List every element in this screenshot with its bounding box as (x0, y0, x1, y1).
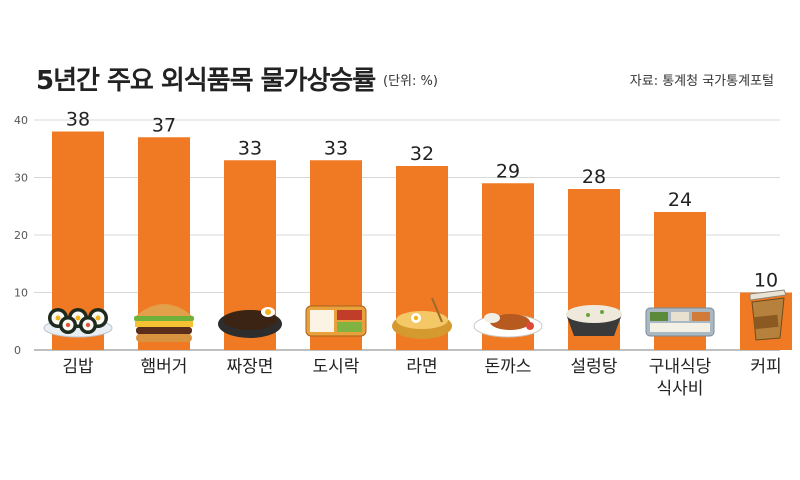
y-tick-label: 0 (14, 344, 21, 357)
hamburger-icon (134, 304, 194, 342)
category-label: 라면 (406, 357, 437, 377)
y-tick-label: 10 (14, 287, 28, 300)
value-label: 24 (668, 189, 692, 211)
category-label: 햄버거 (141, 357, 188, 377)
category-label: 구내식당 (649, 357, 712, 377)
value-label: 28 (582, 166, 606, 188)
cafeteria-tray-icon (645, 307, 715, 337)
value-label: 38 (66, 109, 90, 131)
y-tick-label: 20 (14, 229, 28, 242)
value-label: 29 (496, 160, 520, 182)
gimbap-plate-icon (43, 308, 113, 338)
category-label: 김밥 (62, 357, 94, 377)
unit-note: (단위: %) (383, 74, 438, 89)
chart-title: 5년간 주요 외식품목 물가상승률 (36, 66, 376, 96)
source-note: 자료: 통계청 국가통계포털 (629, 74, 774, 89)
y-tick-label: 30 (14, 172, 28, 185)
category-label: 식사비 (657, 379, 704, 399)
category-label: 커피 (750, 357, 781, 377)
dosirak-lunchbox-icon (305, 305, 367, 337)
category-label: 짜장면 (227, 357, 274, 377)
y-tick-label: 40 (14, 114, 28, 127)
value-label: 33 (324, 137, 348, 159)
coffee-cup-icon (749, 289, 787, 341)
value-label: 10 (754, 270, 778, 292)
value-label: 32 (410, 143, 434, 165)
category-label: 돈까스 (485, 357, 532, 377)
seolleongtang-bowl-icon (566, 305, 622, 336)
donkatsu-plate-icon (473, 313, 543, 338)
category-label: 설렁탕 (571, 357, 618, 377)
category-label: 도시락 (313, 357, 360, 377)
jajangmyeon-bowl-icon (218, 307, 282, 338)
value-label: 33 (238, 137, 262, 159)
ramen-pot-icon (392, 297, 452, 339)
value-label: 37 (152, 114, 176, 136)
